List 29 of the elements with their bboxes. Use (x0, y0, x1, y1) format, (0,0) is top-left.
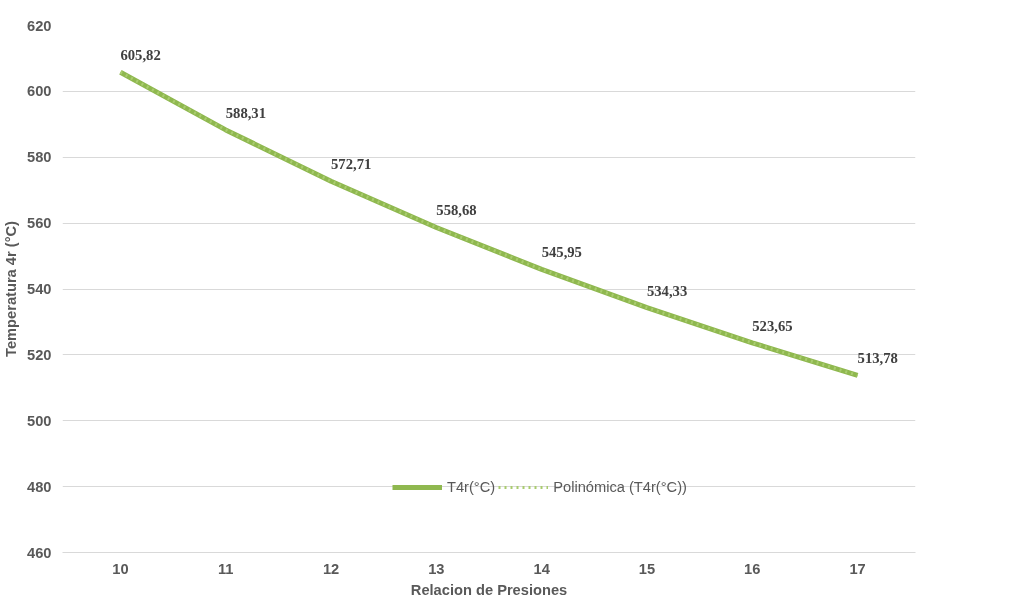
x-tick-label: 11 (217, 560, 234, 577)
y-axis-title: Temperatura 4r (°C) (3, 220, 20, 357)
x-tick-label: 12 (322, 560, 340, 577)
y-tick-label: 560 (27, 215, 52, 232)
data-label: 513,78 (857, 350, 898, 367)
y-tick-label: 520 (27, 346, 52, 363)
x-tick-label: 14 (533, 560, 551, 577)
x-tick-label: 15 (638, 560, 656, 577)
data-label: 572,71 (331, 156, 372, 173)
x-tick-label: 17 (849, 560, 866, 577)
y-tick-label: 500 (27, 412, 52, 429)
x-tick-label: 10 (112, 560, 129, 577)
legend-label: Polinómica (T4r(°C)) (553, 479, 687, 495)
data-label: 534,33 (646, 282, 688, 299)
x-tick-label: 16 (744, 560, 761, 577)
y-tick-label: 540 (27, 281, 52, 297)
data-label: 523,65 (752, 317, 793, 334)
y-tick-label: 460 (27, 544, 52, 561)
legend-label: T4r(°C) (447, 479, 496, 495)
y-tick-label: 580 (27, 149, 52, 166)
y-tick-label: 480 (27, 478, 52, 495)
data-label: 545,95 (541, 244, 582, 261)
y-tick-label: 600 (27, 83, 52, 100)
data-label: 588,31 (225, 104, 267, 121)
data-label: 605,82 (120, 47, 161, 64)
data-label: 558,68 (436, 202, 477, 219)
y-tick-label: 620 (27, 17, 52, 34)
x-tick-label: 13 (428, 560, 445, 577)
x-axis-title: Relacion de Presiones (410, 581, 568, 598)
